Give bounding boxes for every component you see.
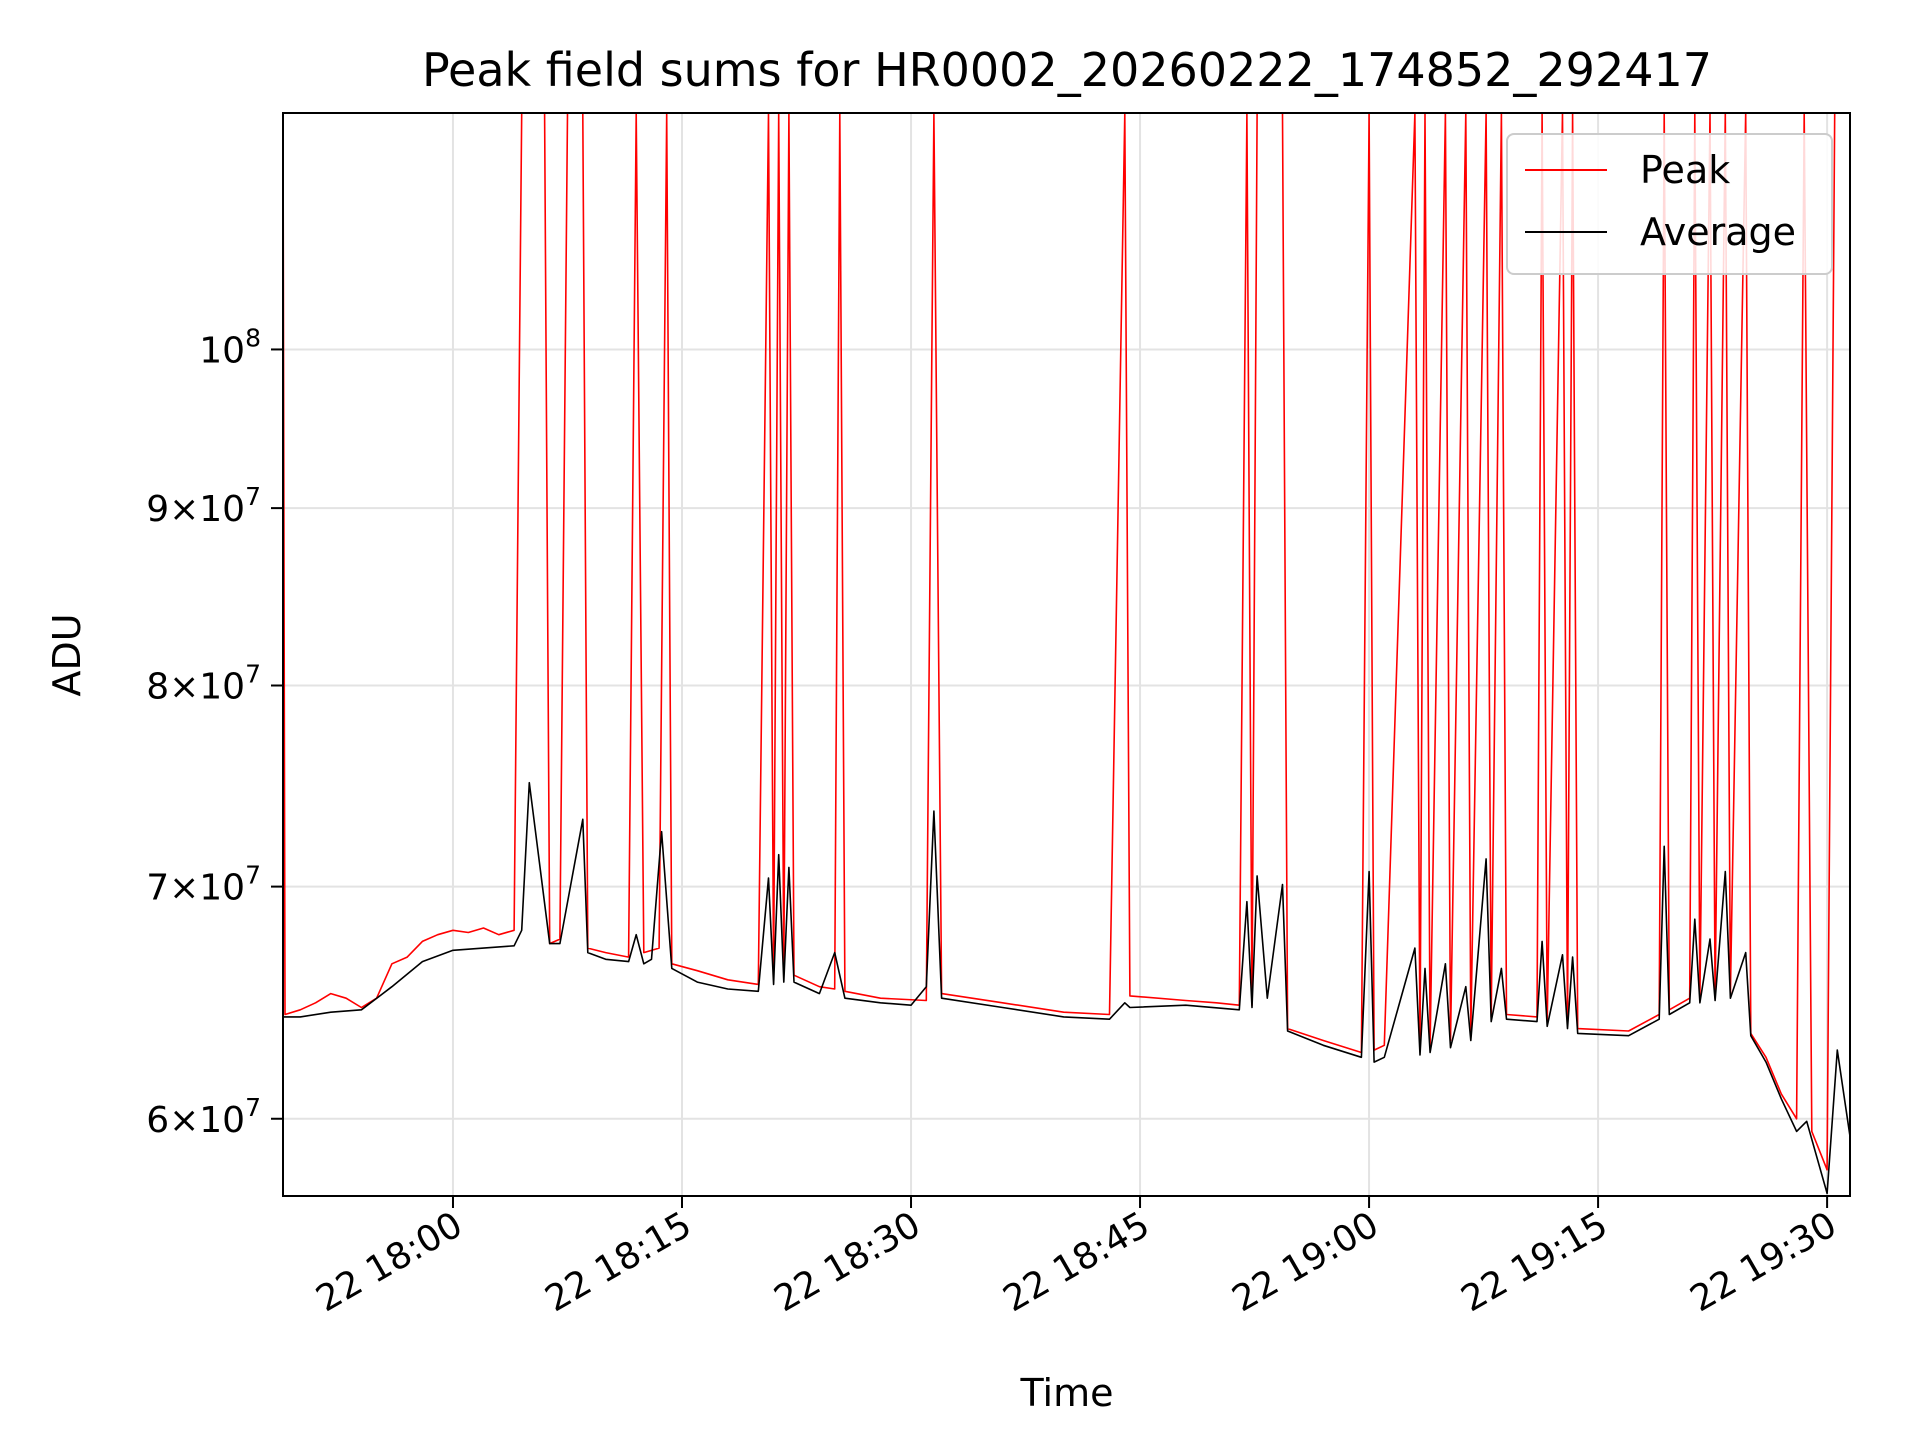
x-axis-label: Time	[1020, 1371, 1114, 1415]
y-tick-label-exponent: 7	[245, 482, 261, 511]
y-tick-label-base: 9×10	[146, 489, 245, 530]
plot-frame	[282, 112, 1851, 1197]
y-axis-label: ADU	[45, 613, 89, 696]
y-tick-label-base: 6×10	[146, 1100, 245, 1141]
y-tick-label-base: 8×10	[146, 667, 245, 708]
series-layer	[283, 113, 1850, 1195]
series-line-peak	[283, 113, 1850, 1171]
y-tick-label-exponent: 8	[245, 323, 261, 352]
y-tick-label: 6×107	[146, 1093, 261, 1141]
y-tick-label-exponent: 7	[245, 660, 261, 689]
y-tick-label-exponent: 7	[245, 861, 261, 890]
y-tick-label-exponent: 7	[245, 1093, 261, 1122]
legend: Peak Average	[1506, 133, 1833, 275]
y-tick-label: 108	[199, 323, 261, 371]
series-line-average	[283, 781, 1850, 1195]
chart-title: Peak field sums for HR0002_20260222_1748…	[422, 43, 1712, 97]
y-tick-label: 9×107	[146, 482, 261, 530]
y-tick-label: 8×107	[146, 660, 261, 708]
y-tick-label: 7×107	[146, 861, 261, 909]
y-tick-label-base: 10	[199, 330, 245, 371]
legend-label-peak: Peak	[1640, 148, 1730, 192]
plot-area	[283, 113, 1850, 1196]
y-tick-label-base: 7×10	[146, 868, 245, 909]
legend-label-average: Average	[1640, 210, 1796, 254]
grid-layer	[283, 113, 1850, 1196]
